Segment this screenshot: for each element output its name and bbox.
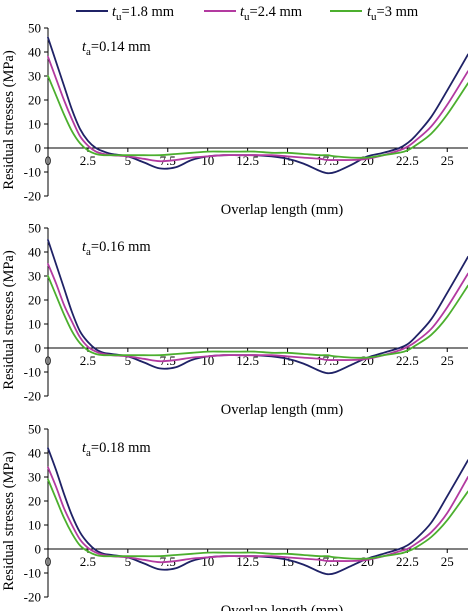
y-tick-label: 0 <box>35 341 42 356</box>
legend-label-3-symbol: t <box>367 4 372 20</box>
legend-label-1: tu=1.8 mm <box>112 4 175 23</box>
y-tick-label: 50 <box>28 221 41 236</box>
y-axis-label: Residual stresses (MPa) <box>1 50 17 190</box>
legend-label-2-subscript: u <box>244 11 250 23</box>
y-tick-label: 0 <box>35 542 42 557</box>
legend-item-1: tu=1.8 mm <box>76 4 175 23</box>
y-tick-label: -20 <box>24 590 41 605</box>
y-tick-label: -10 <box>24 566 41 581</box>
legend: tu=1.8 mm tu=2.4 mm tu=3 mm <box>76 4 419 23</box>
y-axis-label: Residual stresses (MPa) <box>1 451 17 591</box>
series-line-3 <box>47 75 468 159</box>
legend-label-3: tu=3 mm <box>367 4 419 23</box>
x-tick-label: 2.5 <box>80 353 96 368</box>
panel-annotation-value: =0.16 mm <box>91 239 151 255</box>
x-tick-label: 25 <box>441 153 454 168</box>
x-tick-label: 2.5 <box>80 153 96 168</box>
panel-annotation-value: =0.14 mm <box>91 39 151 55</box>
x-tick-label: 0 <box>45 554 52 569</box>
panel-annotation-subscript: a <box>86 246 91 258</box>
y-tick-label: 40 <box>28 446 41 461</box>
y-tick-label: 30 <box>28 269 41 284</box>
y-tick-label: -20 <box>24 389 41 404</box>
legend-item-3: tu=3 mm <box>330 4 419 23</box>
panel-annotation-value: =0.18 mm <box>91 440 151 456</box>
legend-label-3-value: =3 mm <box>377 4 419 20</box>
legend-item-2: tu=2.4 mm <box>204 4 303 23</box>
x-tick-label: 12.5 <box>236 353 259 368</box>
x-axis-label: Overlap length (mm) <box>221 202 344 218</box>
panel-annotation-subscript: a <box>86 46 91 58</box>
x-tick-label: 5 <box>125 554 132 569</box>
panel-annotation-symbol: t <box>82 39 87 55</box>
panel-annotation-symbol: t <box>82 239 87 255</box>
series-line-3 <box>47 478 468 560</box>
legend-label-2-value: =2.4 mm <box>250 4 303 20</box>
y-tick-label: 0 <box>35 141 42 156</box>
x-tick-label: 5 <box>125 153 132 168</box>
y-tick-label: -10 <box>24 365 41 380</box>
y-tick-label: 40 <box>28 45 41 60</box>
y-tick-label: 10 <box>28 518 41 533</box>
x-tick-label: 22.5 <box>396 353 419 368</box>
x-tick-label: 22.5 <box>396 554 419 569</box>
x-tick-label: 25 <box>441 554 454 569</box>
y-tick-label: 20 <box>28 93 41 108</box>
x-tick-label: 12.5 <box>236 554 259 569</box>
x-axis-label: Overlap length (mm) <box>221 402 344 418</box>
panel-annotation: ta=0.18 mm <box>82 440 151 459</box>
legend-label-2-symbol: t <box>240 4 245 20</box>
y-tick-label: 50 <box>28 21 41 36</box>
x-tick-label: 0 <box>45 353 52 368</box>
y-tick-label: -10 <box>24 165 41 180</box>
y-tick-label: 10 <box>28 317 41 332</box>
x-tick-label: 0 <box>45 153 52 168</box>
panel-annotation: ta=0.14 mm <box>82 39 151 58</box>
panel-annotation-subscript: a <box>86 447 91 459</box>
legend-label-1-subscript: u <box>116 11 122 23</box>
series-line-3 <box>47 275 468 359</box>
legend-label-1-symbol: t <box>112 4 117 20</box>
legend-label-1-value: =1.8 mm <box>122 4 175 20</box>
y-axis-label: Residual stresses (MPa) <box>1 250 17 390</box>
y-tick-label: 30 <box>28 470 41 485</box>
series-line-2 <box>47 55 468 163</box>
x-tick-label: 12.5 <box>236 153 259 168</box>
y-tick-label: -20 <box>24 189 41 204</box>
x-tick-label: 2.5 <box>80 554 96 569</box>
x-axis-label: Overlap length (mm) <box>221 603 344 611</box>
y-tick-label: 20 <box>28 293 41 308</box>
panel-annotation-symbol: t <box>82 440 87 456</box>
y-tick-label: 10 <box>28 117 41 132</box>
series-line-2 <box>47 466 468 564</box>
x-tick-label: 22.5 <box>396 153 419 168</box>
legend-label-3-subscript: u <box>371 11 377 23</box>
x-tick-label: 5 <box>125 353 132 368</box>
y-tick-label: 30 <box>28 69 41 84</box>
y-tick-label: 20 <box>28 494 41 509</box>
y-tick-label: 50 <box>28 422 41 437</box>
x-tick-label: 25 <box>441 353 454 368</box>
series-line-2 <box>47 263 468 363</box>
panel-annotation: ta=0.16 mm <box>82 239 151 258</box>
y-tick-label: 40 <box>28 245 41 260</box>
legend-label-2: tu=2.4 mm <box>240 4 303 23</box>
